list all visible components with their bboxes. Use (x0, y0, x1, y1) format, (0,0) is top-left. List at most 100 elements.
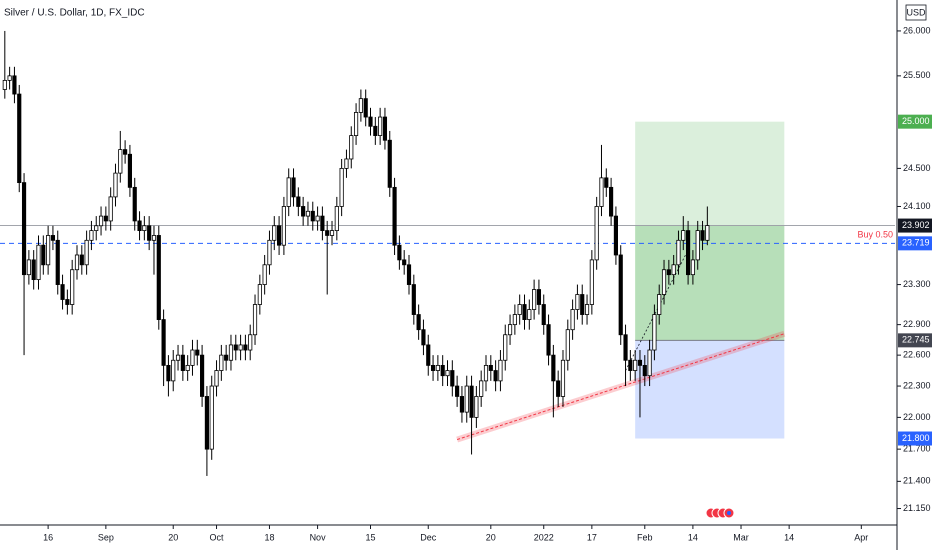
x-tick-label: Apr (854, 532, 868, 542)
candle-body (546, 324, 551, 356)
open-profit-zone (635, 225, 785, 341)
candle-body (700, 230, 705, 241)
candle-body (507, 324, 513, 336)
projection-line (625, 249, 689, 371)
candle-body (464, 385, 469, 413)
candle-body (459, 396, 465, 413)
candle-body (166, 364, 171, 382)
candle-body (190, 349, 195, 366)
candle-body (609, 186, 614, 217)
candle-body (89, 230, 94, 241)
candle-body (132, 186, 137, 222)
candle-body (113, 172, 118, 198)
candle-body (151, 235, 157, 241)
candle-body (224, 354, 229, 361)
candle-body (84, 239, 89, 266)
candle-body (556, 380, 561, 397)
candle-body (426, 344, 431, 366)
y-tick-label: 24.500 (903, 163, 931, 173)
x-tick-label: 14 (784, 532, 794, 542)
candle-body (219, 354, 224, 371)
x-tick-label: Feb (637, 532, 653, 542)
price-tag (898, 236, 932, 251)
candle-body (402, 259, 407, 266)
candle-body (137, 220, 142, 232)
candle-body (200, 354, 205, 397)
candle-body (517, 304, 522, 315)
x-tick-label: 20 (168, 532, 178, 542)
candle-body (661, 269, 667, 295)
candle-body (647, 349, 652, 377)
x-tick-label: 17 (587, 532, 597, 542)
y-tick-label: 21.150 (903, 503, 931, 513)
x-tick-label: 14 (688, 532, 698, 542)
candle-body (373, 125, 378, 136)
candle-body (65, 299, 70, 305)
candle-body (161, 319, 166, 366)
candle-body (305, 210, 311, 217)
y-tick-label: 24.100 (903, 201, 931, 211)
candle-body (243, 344, 248, 351)
x-tick-label: Mar (733, 532, 749, 542)
candle-body (589, 259, 594, 305)
currency-label: USD (906, 7, 926, 17)
candle-body (36, 244, 41, 281)
x-tick-label: Dec (420, 532, 437, 542)
candle-body (416, 314, 421, 331)
x-tick-label: Oct (210, 532, 225, 542)
candle-body (565, 329, 570, 361)
candle-body (666, 269, 671, 276)
x-tick-label: 20 (486, 532, 496, 542)
candle-body (676, 239, 681, 266)
y-tick-label: 21.700 (903, 444, 931, 454)
candle-body (156, 235, 161, 320)
candle-body (613, 215, 618, 256)
candle-body (705, 225, 710, 241)
candle-body (171, 359, 176, 382)
candle-body (541, 304, 546, 326)
candle-body (344, 158, 349, 169)
candle-body (628, 359, 633, 371)
candle-body (637, 359, 643, 366)
candle-body (281, 206, 286, 246)
candle-body (479, 380, 484, 397)
candle-body (46, 235, 51, 266)
candle-body (406, 264, 412, 285)
candle-body (695, 230, 700, 261)
candle-body (411, 284, 416, 315)
candle-body (378, 116, 383, 136)
candle-body (98, 215, 104, 227)
candle-body (41, 244, 46, 266)
candle-body (474, 396, 479, 418)
candle-body (387, 139, 392, 188)
stop-zone (635, 340, 785, 439)
price-tag-label: 23.902 (902, 220, 930, 230)
candle-body (248, 334, 253, 351)
price-tag (898, 333, 932, 348)
y-tick-label: 25.500 (903, 70, 931, 80)
event-icons[interactable] (705, 507, 735, 519)
y-tick-label: 22.900 (903, 319, 931, 329)
candle-body (127, 153, 133, 188)
candle-body (79, 254, 84, 266)
currency-box[interactable] (905, 4, 927, 21)
candle-body (50, 235, 56, 241)
candle-body (7, 75, 12, 81)
candle-body (430, 364, 436, 371)
candle-body (55, 239, 60, 285)
candle-body (296, 196, 301, 207)
candle-body (267, 239, 272, 266)
y-tick-label: 22.600 (903, 350, 931, 360)
candle-body (618, 254, 623, 336)
candle-body (498, 359, 503, 382)
candle-body (580, 294, 585, 315)
candle-body (310, 210, 315, 222)
candle-body (488, 364, 493, 371)
candle-body (325, 230, 330, 236)
candle-body (291, 177, 296, 198)
candle-body (671, 264, 676, 276)
price-tag-label: 23.719 (902, 238, 930, 248)
x-tick-label: 15 (366, 532, 376, 542)
y-tick-label: 22.300 (903, 380, 931, 390)
